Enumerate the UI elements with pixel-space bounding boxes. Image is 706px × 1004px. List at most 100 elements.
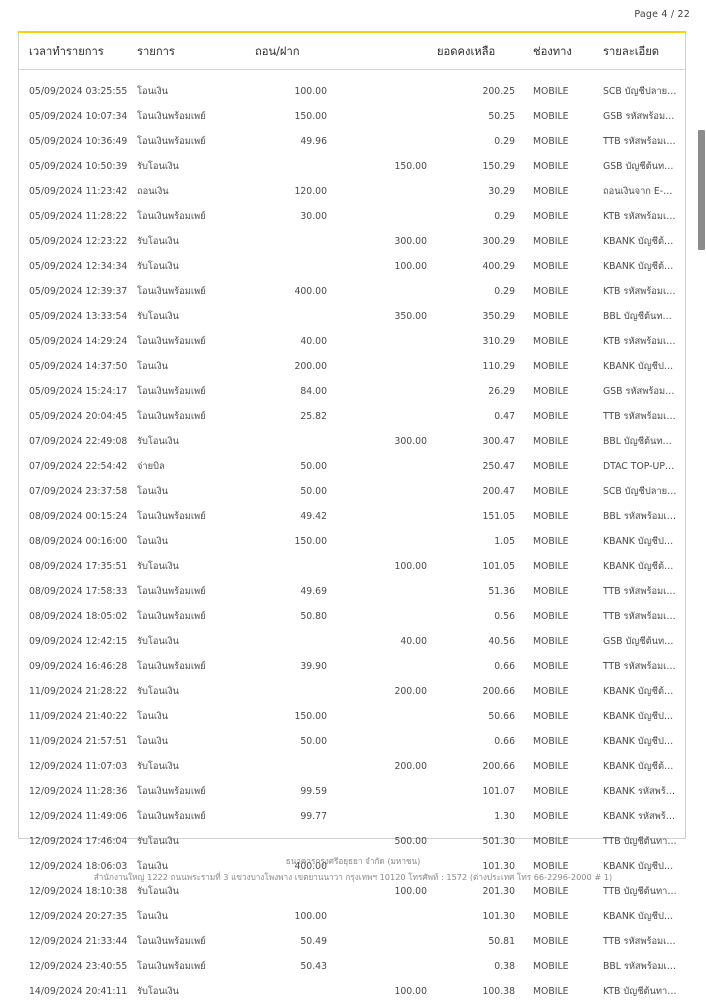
cell-balance: 50.81: [437, 929, 523, 954]
cell-balance: 250.47: [437, 454, 523, 479]
cell-type: รับโอนเงิน: [137, 229, 255, 254]
cell-balance: 0.66: [437, 654, 523, 679]
cell-channel: MOBILE: [523, 104, 593, 129]
cell-detail: KTB บัญชีต้นทาง : X473505: [593, 979, 685, 1004]
cell-channel: MOBILE: [523, 304, 593, 329]
cell-balance: 26.29: [437, 379, 523, 404]
cell-channel: MOBILE: [523, 604, 593, 629]
cell-detail: KBANK บัญชีต้นทาง : X967364: [593, 229, 685, 254]
cell-type: โอนเงิน: [137, 729, 255, 754]
cell-balance: 0.29: [437, 129, 523, 154]
cell-balance: 1.05: [437, 529, 523, 554]
cell-detail: BBL รหัสพร้อมเพย์ : X162796: [593, 954, 685, 979]
cell-balance: 151.05: [437, 504, 523, 529]
cell-withdraw: [255, 679, 365, 704]
cell-balance: 50.25: [437, 104, 523, 129]
vertical-scrollbar-track[interactable]: [697, 33, 706, 839]
cell-type: รับโอนเงิน: [137, 304, 255, 329]
cell-deposit: [365, 604, 437, 629]
cell-deposit: [365, 804, 437, 829]
cell-deposit: [365, 70, 437, 105]
cell-detail: TTB รหัสพร้อมเพย์ : X710317: [593, 929, 685, 954]
cell-type: โอนเงินพร้อมเพย์: [137, 604, 255, 629]
cell-type: รับโอนเงิน: [137, 154, 255, 179]
cell-withdraw: 49.42: [255, 504, 365, 529]
cell-deposit: [365, 279, 437, 304]
cell-type: รับโอนเงิน: [137, 979, 255, 1004]
cell-time: 05/09/2024 11:23:42: [19, 179, 137, 204]
cell-type: รับโอนเงิน: [137, 254, 255, 279]
cell-deposit: 40.00: [365, 629, 437, 654]
cell-time: 14/09/2024 20:41:11: [19, 979, 137, 1004]
cell-detail: KTB รหัสพร้อมเพย์ : X595526: [593, 204, 685, 229]
cell-time: 05/09/2024 14:37:50: [19, 354, 137, 379]
cell-channel: MOBILE: [523, 729, 593, 754]
cell-time: 05/09/2024 12:34:34: [19, 254, 137, 279]
cell-balance: 0.56: [437, 604, 523, 629]
cell-deposit: 300.00: [365, 429, 437, 454]
cell-channel: MOBILE: [523, 229, 593, 254]
cell-balance: 300.29: [437, 229, 523, 254]
cell-detail: KBANK รหัสพร้อมเพย์ : X341088: [593, 804, 685, 829]
cell-withdraw: [255, 229, 365, 254]
cell-deposit: 100.00: [365, 254, 437, 279]
cell-time: 09/09/2024 12:42:15: [19, 629, 137, 654]
cell-time: 11/09/2024 21:28:22: [19, 679, 137, 704]
cell-channel: MOBILE: [523, 579, 593, 604]
cell-detail: KBANK บัญชีปลายทาง : X972437: [593, 354, 685, 379]
cell-withdraw: 50.43: [255, 954, 365, 979]
cell-channel: MOBILE: [523, 954, 593, 979]
cell-deposit: 100.00: [365, 979, 437, 1004]
cell-time: 11/09/2024 21:57:51: [19, 729, 137, 754]
cell-balance: 1.30: [437, 804, 523, 829]
cell-balance: 200.66: [437, 679, 523, 704]
cell-time: 05/09/2024 13:33:54: [19, 304, 137, 329]
cell-type: โอนเงินพร้อมเพย์: [137, 279, 255, 304]
cell-type: รับโอนเงิน: [137, 629, 255, 654]
cell-deposit: 500.00: [365, 829, 437, 854]
cell-channel: MOBILE: [523, 554, 593, 579]
cell-detail: KTB รหัสพร้อมเพย์ : X665034: [593, 279, 685, 304]
cell-type: รับโอนเงิน: [137, 679, 255, 704]
cell-withdraw: 49.96: [255, 129, 365, 154]
cell-detail: BBL บัญชีต้นทาง : X456279: [593, 304, 685, 329]
cell-deposit: [365, 454, 437, 479]
cell-time: 12/09/2024 21:33:44: [19, 929, 137, 954]
cell-time: 08/09/2024 00:15:24: [19, 504, 137, 529]
cell-channel: MOBILE: [523, 529, 593, 554]
cell-deposit: 150.00: [365, 154, 437, 179]
cell-time: 12/09/2024 17:46:04: [19, 829, 137, 854]
cell-time: 05/09/2024 12:39:37: [19, 279, 137, 304]
cell-detail: GSB บัญชีต้นทาง : X403703: [593, 629, 685, 654]
footer-bank-name: ธนาคารกรุงศรีอยุธยา จำกัด (มหาชน): [0, 853, 706, 869]
cell-time: 08/09/2024 17:35:51: [19, 554, 137, 579]
cell-type: โอนเงินพร้อมเพย์: [137, 779, 255, 804]
cell-type: โอนเงินพร้อมเพย์: [137, 129, 255, 154]
cell-channel: MOBILE: [523, 379, 593, 404]
column-header-time: เวลาทำรายการ: [19, 33, 137, 70]
cell-channel: MOBILE: [523, 829, 593, 854]
cell-time: 05/09/2024 10:36:49: [19, 129, 137, 154]
vertical-scrollbar-thumb[interactable]: [698, 130, 705, 250]
cell-channel: MOBILE: [523, 404, 593, 429]
cell-balance: 0.29: [437, 279, 523, 304]
cell-detail: BBL บัญชีต้นทาง : X751568: [593, 429, 685, 454]
cell-channel: MOBILE: [523, 504, 593, 529]
cell-time: 07/09/2024 22:49:08: [19, 429, 137, 454]
cell-type: โอนเงินพร้อมเพย์: [137, 379, 255, 404]
cell-detail: KBANK บัญชีต้นทาง : X857131: [593, 554, 685, 579]
page-indicator: Page 4 / 22: [634, 9, 690, 20]
cell-detail: TTB รหัสพร้อมเพย์ : X797591: [593, 129, 685, 154]
cell-type: โอนเงินพร้อมเพย์: [137, 104, 255, 129]
cell-type: โอนเงินพร้อมเพย์: [137, 804, 255, 829]
